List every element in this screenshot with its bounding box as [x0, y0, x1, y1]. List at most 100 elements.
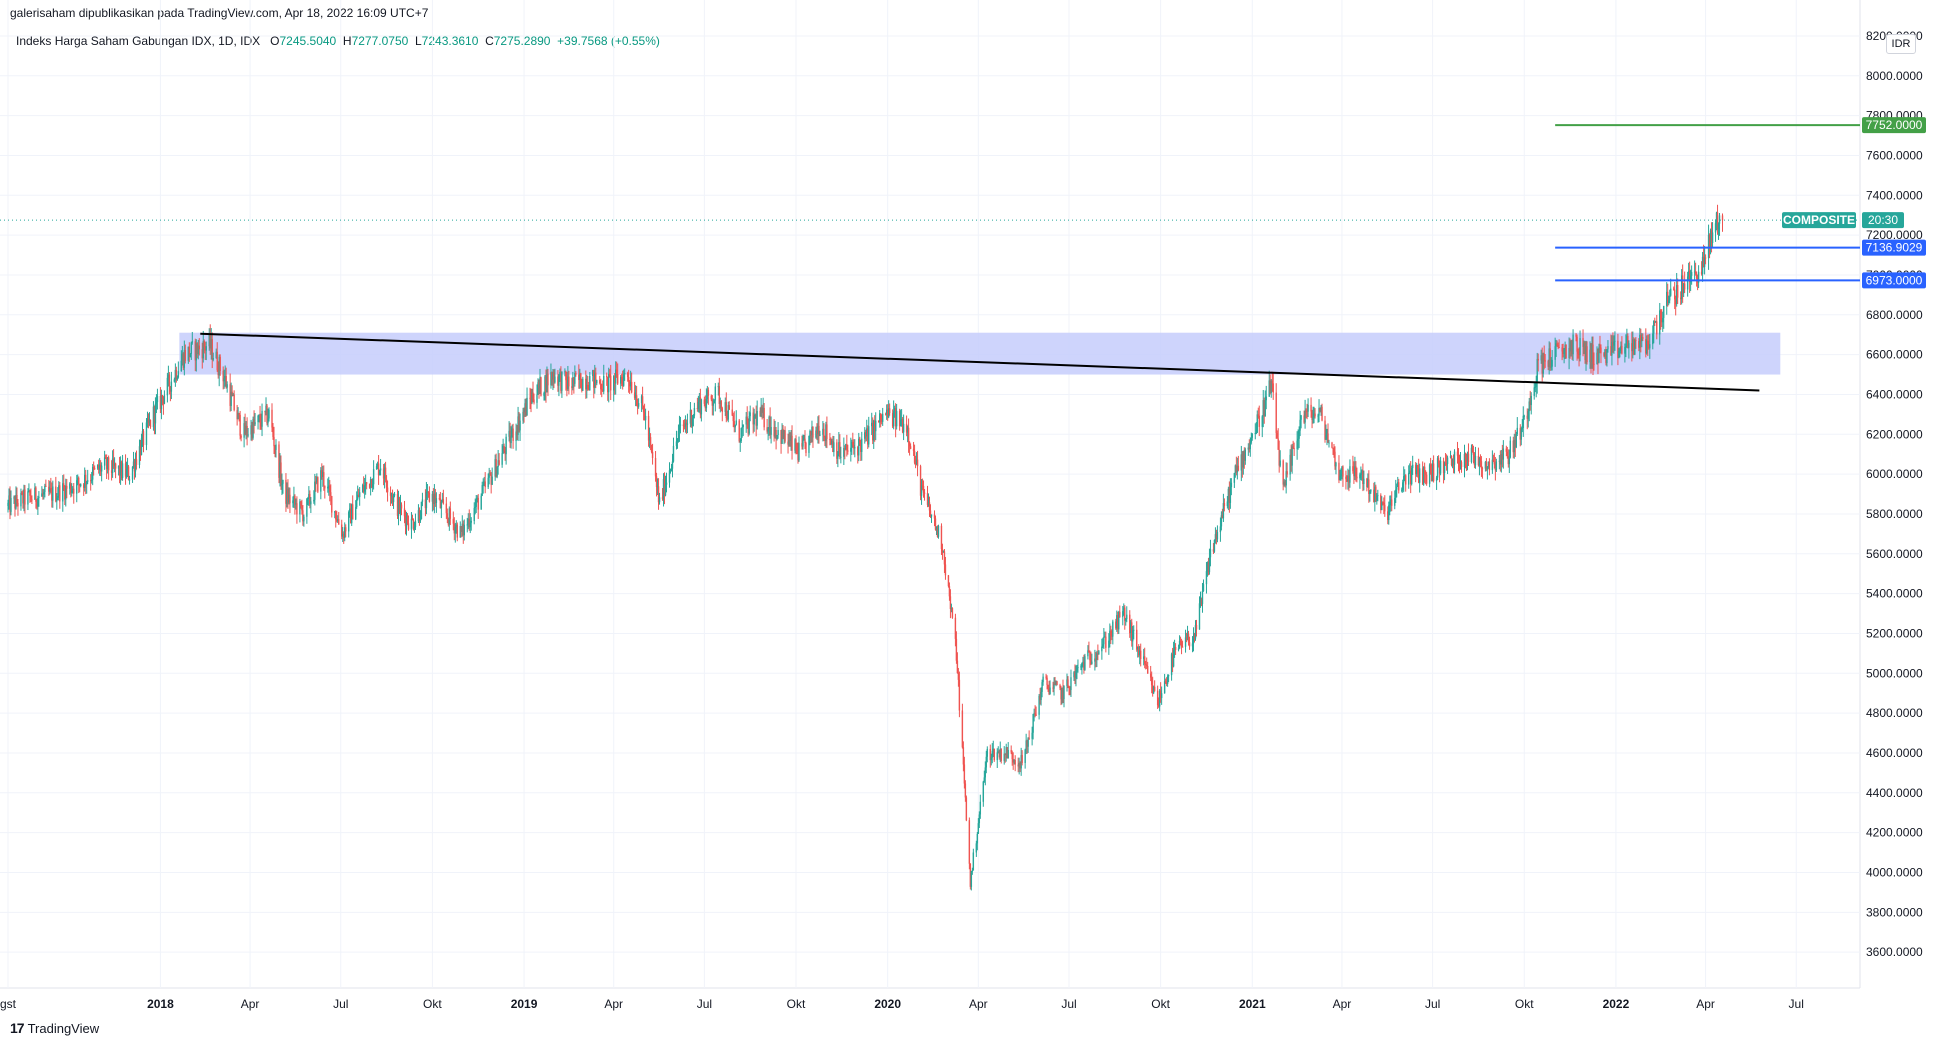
- candle-body: [1025, 740, 1027, 750]
- candle-body: [1414, 464, 1417, 475]
- candle-body: [594, 372, 596, 388]
- candle-body: [1395, 489, 1397, 499]
- candle-body: [77, 477, 79, 481]
- price-tick-label: 6200.0000: [1866, 427, 1923, 441]
- candle-body: [495, 459, 497, 477]
- candle-body: [484, 481, 486, 488]
- candle-body: [1313, 413, 1315, 417]
- candle-body: [1111, 635, 1113, 637]
- candle-body: [118, 465, 121, 476]
- candle-body: [921, 485, 924, 487]
- candle-body: [1443, 463, 1446, 473]
- candle-body: [1502, 448, 1505, 460]
- candle-body: [303, 516, 305, 522]
- candle-body: [1368, 479, 1370, 495]
- candle-body: [1673, 289, 1676, 300]
- candle-body: [1547, 361, 1549, 367]
- candle-body: [142, 431, 145, 446]
- candle-body: [1582, 338, 1584, 347]
- candle-body: [1460, 462, 1463, 467]
- candle-body: [344, 527, 346, 539]
- candle-body: [1661, 319, 1663, 323]
- candle-body: [802, 440, 804, 447]
- candle-body: [385, 479, 388, 488]
- candle-body: [1170, 654, 1173, 676]
- candle-body: [134, 459, 137, 472]
- candle-body: [315, 481, 317, 483]
- candle-body: [851, 441, 853, 448]
- candle-body: [927, 502, 930, 505]
- candle-body: [769, 416, 771, 435]
- candle-body: [1221, 515, 1224, 519]
- resistance-trendline: [200, 332, 1760, 392]
- candle-body: [447, 517, 450, 525]
- candle-body: [487, 477, 489, 488]
- candle-body: [251, 425, 253, 438]
- candle-body: [1014, 760, 1016, 765]
- candle-body: [309, 493, 311, 505]
- candle-body: [1660, 310, 1662, 320]
- candle-body: [288, 494, 290, 503]
- candle-body: [529, 397, 531, 399]
- candle-body: [919, 466, 922, 496]
- candle-body: [226, 384, 228, 388]
- candle-body: [253, 419, 255, 425]
- candle-body: [1688, 270, 1691, 283]
- candle-body: [560, 372, 562, 391]
- currency-button[interactable]: IDR: [1886, 34, 1916, 54]
- candle-body: [1046, 677, 1048, 685]
- candle-body: [1396, 486, 1398, 490]
- candle-body: [538, 382, 540, 388]
- candle-body: [1004, 753, 1006, 756]
- candle-body: [57, 495, 59, 498]
- candle-body: [1143, 656, 1146, 664]
- candle-body: [1549, 348, 1551, 368]
- candle-body: [1542, 353, 1544, 374]
- candle-body: [211, 339, 213, 360]
- candle-body: [756, 410, 758, 426]
- price-tick-label: 8000.0000: [1866, 69, 1923, 83]
- candle-body: [441, 499, 444, 502]
- candle-body: [950, 608, 953, 610]
- candle-body: [905, 423, 908, 433]
- time-tick-label: Okt: [423, 997, 442, 1011]
- candle-body: [847, 450, 849, 452]
- candle-body: [1226, 501, 1229, 507]
- candle-body: [71, 490, 73, 493]
- candle-body: [1088, 650, 1090, 653]
- candle-body: [887, 408, 890, 418]
- candle-body: [874, 420, 876, 432]
- candle-body: [986, 748, 988, 757]
- candle-body: [1530, 395, 1532, 405]
- candle-body: [76, 480, 78, 494]
- candle-body: [313, 499, 315, 502]
- candle-body: [1649, 344, 1651, 349]
- candle-body: [1457, 455, 1460, 464]
- candle-body: [881, 413, 884, 422]
- candle-body: [1056, 681, 1058, 686]
- candle-body: [846, 444, 848, 451]
- candle-body: [1338, 462, 1340, 481]
- candle-body: [320, 470, 322, 492]
- candle-body: [603, 375, 605, 392]
- candle-body: [1449, 456, 1452, 458]
- candle-body: [732, 415, 734, 422]
- candle-body: [593, 370, 595, 388]
- candle-body: [1291, 446, 1293, 466]
- candle-body: [783, 430, 785, 439]
- candle-body: [1145, 665, 1148, 667]
- candle-body: [850, 447, 852, 452]
- candle-body: [404, 516, 407, 527]
- candle-body: [1690, 272, 1693, 276]
- candle-body: [272, 427, 274, 437]
- candle-body: [1149, 673, 1152, 678]
- candle-body: [1018, 762, 1020, 767]
- candle-body: [1619, 349, 1621, 352]
- candle-body: [398, 498, 401, 513]
- candle-body: [1157, 705, 1160, 707]
- symbol-name[interactable]: Indeks Harga Saham Gabungan IDX, 1D, IDX: [16, 34, 261, 48]
- candle-body: [488, 472, 490, 478]
- candle-body: [1062, 687, 1064, 700]
- candle-body: [1676, 285, 1679, 298]
